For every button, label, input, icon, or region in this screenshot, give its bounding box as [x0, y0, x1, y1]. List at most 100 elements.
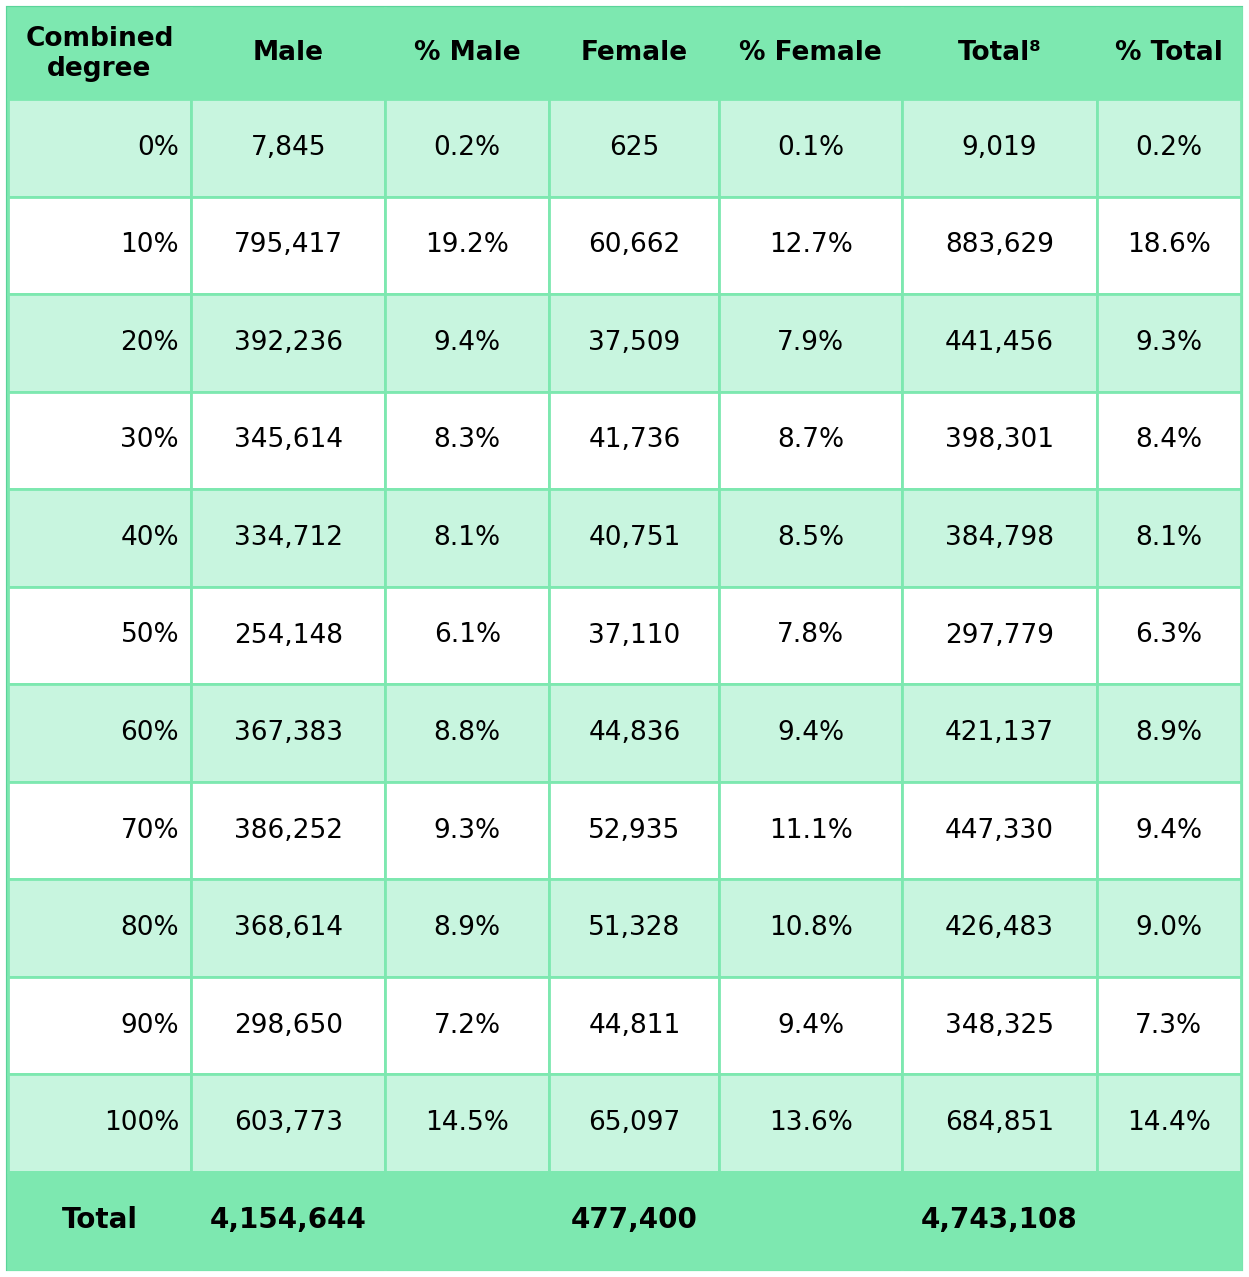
Bar: [719, 1172, 902, 1269]
Text: 37,110: 37,110: [588, 622, 681, 649]
Text: 12.7%: 12.7%: [768, 232, 853, 258]
Bar: [7, 392, 191, 489]
Bar: [902, 1172, 1097, 1269]
Text: 30%: 30%: [120, 428, 179, 453]
Text: 6.1%: 6.1%: [433, 622, 501, 649]
Text: 80%: 80%: [120, 916, 179, 941]
Bar: [7, 782, 191, 880]
Text: 14.4%: 14.4%: [1127, 1110, 1210, 1137]
Bar: [550, 684, 719, 782]
Text: 384,798: 384,798: [944, 525, 1054, 550]
Text: 19.2%: 19.2%: [426, 232, 510, 258]
Text: 18.6%: 18.6%: [1127, 232, 1210, 258]
Bar: [385, 586, 550, 684]
Text: Total⁸: Total⁸: [958, 41, 1042, 66]
Text: 37,509: 37,509: [588, 329, 681, 356]
Bar: [902, 586, 1097, 684]
Text: 684,851: 684,851: [944, 1110, 1054, 1137]
Bar: [7, 294, 191, 392]
Bar: [1097, 1074, 1242, 1172]
Text: 426,483: 426,483: [944, 916, 1054, 941]
Text: 398,301: 398,301: [944, 428, 1054, 453]
Bar: [1097, 782, 1242, 880]
Bar: [191, 392, 385, 489]
Text: 368,614: 368,614: [234, 916, 342, 941]
Bar: [1097, 197, 1242, 294]
Text: 70%: 70%: [120, 817, 179, 844]
Text: Total: Total: [61, 1207, 137, 1235]
Bar: [191, 1074, 385, 1172]
Text: 4,154,644: 4,154,644: [210, 1207, 367, 1235]
Bar: [7, 1172, 191, 1269]
Bar: [902, 294, 1097, 392]
Text: 298,650: 298,650: [234, 1013, 342, 1038]
Bar: [902, 100, 1097, 197]
Bar: [191, 100, 385, 197]
Text: 7.9%: 7.9%: [777, 329, 844, 356]
Bar: [191, 782, 385, 880]
Text: 65,097: 65,097: [588, 1110, 681, 1137]
Bar: [902, 197, 1097, 294]
Bar: [550, 489, 719, 586]
Bar: [191, 977, 385, 1074]
Bar: [191, 880, 385, 977]
Bar: [1097, 294, 1242, 392]
Text: % Total: % Total: [1115, 41, 1223, 66]
Bar: [550, 392, 719, 489]
Bar: [550, 977, 719, 1074]
Bar: [7, 977, 191, 1074]
Bar: [550, 294, 719, 392]
Text: 9.4%: 9.4%: [777, 720, 844, 746]
Bar: [719, 294, 902, 392]
Text: 9.4%: 9.4%: [1135, 817, 1203, 844]
Bar: [1097, 100, 1242, 197]
Bar: [902, 1074, 1097, 1172]
Text: 6.3%: 6.3%: [1135, 622, 1203, 649]
Text: 8.7%: 8.7%: [777, 428, 844, 453]
Bar: [191, 8, 385, 100]
Text: 421,137: 421,137: [944, 720, 1054, 746]
Bar: [719, 197, 902, 294]
Bar: [385, 782, 550, 880]
Bar: [719, 586, 902, 684]
Bar: [385, 197, 550, 294]
Text: 51,328: 51,328: [588, 916, 681, 941]
Text: 44,811: 44,811: [588, 1013, 681, 1038]
Bar: [1097, 489, 1242, 586]
Text: 9.3%: 9.3%: [433, 817, 501, 844]
Bar: [550, 782, 719, 880]
Bar: [719, 1074, 902, 1172]
Text: 8.3%: 8.3%: [433, 428, 501, 453]
Bar: [550, 586, 719, 684]
Bar: [191, 586, 385, 684]
Bar: [550, 1172, 719, 1269]
Text: 20%: 20%: [120, 329, 179, 356]
Text: Combined
degree: Combined degree: [25, 26, 174, 82]
Bar: [191, 684, 385, 782]
Text: 392,236: 392,236: [234, 329, 342, 356]
Bar: [385, 1074, 550, 1172]
Text: 625: 625: [610, 135, 659, 161]
Text: 9,019: 9,019: [962, 135, 1037, 161]
Bar: [7, 100, 191, 197]
Bar: [550, 8, 719, 100]
Bar: [385, 489, 550, 586]
Bar: [902, 489, 1097, 586]
Bar: [191, 197, 385, 294]
Text: 345,614: 345,614: [234, 428, 342, 453]
Bar: [7, 684, 191, 782]
Bar: [902, 977, 1097, 1074]
Bar: [719, 489, 902, 586]
Bar: [1097, 392, 1242, 489]
Bar: [191, 1172, 385, 1269]
Bar: [550, 197, 719, 294]
Text: 8.1%: 8.1%: [1135, 525, 1203, 550]
Text: 0%: 0%: [137, 135, 179, 161]
Text: 8.9%: 8.9%: [433, 916, 501, 941]
Text: 297,779: 297,779: [944, 622, 1054, 649]
Text: 0.2%: 0.2%: [1135, 135, 1203, 161]
Text: 100%: 100%: [104, 1110, 179, 1137]
Text: 447,330: 447,330: [944, 817, 1054, 844]
Text: 50%: 50%: [120, 622, 179, 649]
Text: 41,736: 41,736: [588, 428, 681, 453]
